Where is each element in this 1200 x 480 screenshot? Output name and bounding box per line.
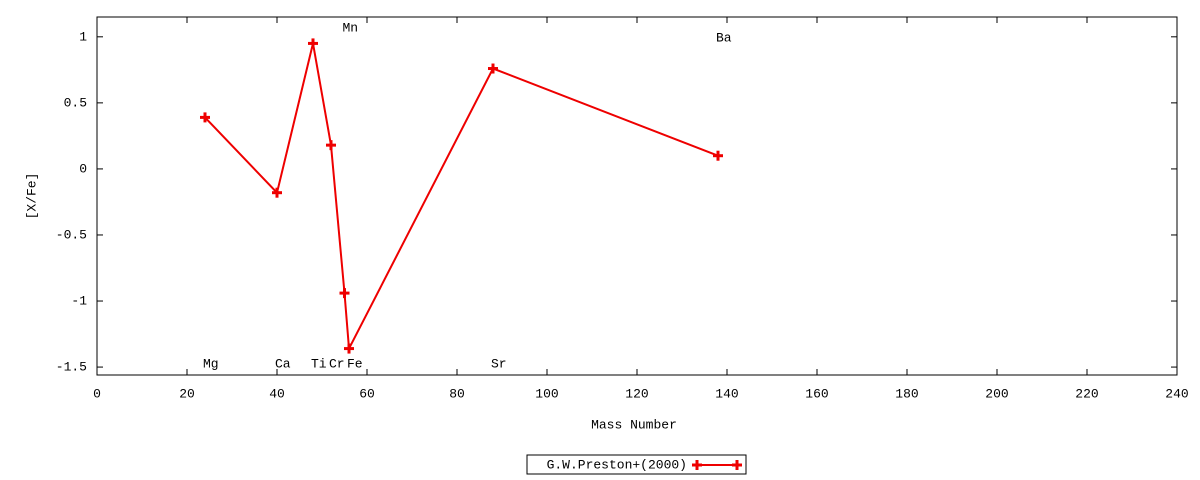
data-point [326, 140, 336, 151]
x-tick-label: 40 [269, 386, 285, 401]
point-label: Mn [343, 20, 359, 35]
legend-label: G.W.Preston+(2000) [547, 457, 687, 472]
x-tick-label: 20 [179, 386, 195, 401]
point-label: Sr [491, 356, 507, 371]
data-point [200, 112, 210, 123]
point-label: Ti [311, 356, 327, 371]
x-tick-label: 80 [449, 386, 465, 401]
x-tick-label: 160 [805, 386, 828, 401]
plot-frame [96, 16, 1178, 376]
data-point [272, 187, 282, 198]
y-tick-label: 0.5 [64, 95, 87, 110]
point-label: Ba [716, 30, 732, 45]
x-tick-label: 120 [625, 386, 648, 401]
x-tick-label: 180 [895, 386, 918, 401]
data-point [339, 288, 350, 299]
x-tick-label: 200 [985, 386, 1008, 401]
series-line [204, 43, 719, 353]
y-tick-label: -0.5 [56, 227, 87, 242]
legend-box [526, 454, 747, 475]
y-tick-label: 0 [79, 161, 87, 176]
x-tick-label: 140 [715, 386, 738, 401]
y-tick-label: -1 [71, 293, 87, 308]
legend-marker [692, 460, 702, 470]
y-tick-label: 1 [79, 29, 87, 44]
point-label: Ca [275, 356, 291, 371]
data-point [713, 150, 723, 161]
data-point [344, 343, 354, 354]
x-tick-label: 220 [1075, 386, 1098, 401]
point-label: Fe [347, 356, 363, 371]
point-label: Mg [203, 356, 219, 371]
data-point [488, 63, 498, 74]
x-tick-label: 0 [93, 386, 101, 401]
data-point [308, 38, 318, 49]
x-tick-label: 100 [535, 386, 558, 401]
x-tick-label: 240 [1165, 386, 1188, 401]
y-tick-label: -1.5 [56, 360, 87, 375]
point-label: Cr [329, 356, 345, 371]
legend-marker [732, 460, 742, 470]
x-tick-label: 60 [359, 386, 375, 401]
x-axis-label: Mass Number [591, 417, 677, 432]
y-axis-label: [X/Fe] [24, 173, 39, 220]
